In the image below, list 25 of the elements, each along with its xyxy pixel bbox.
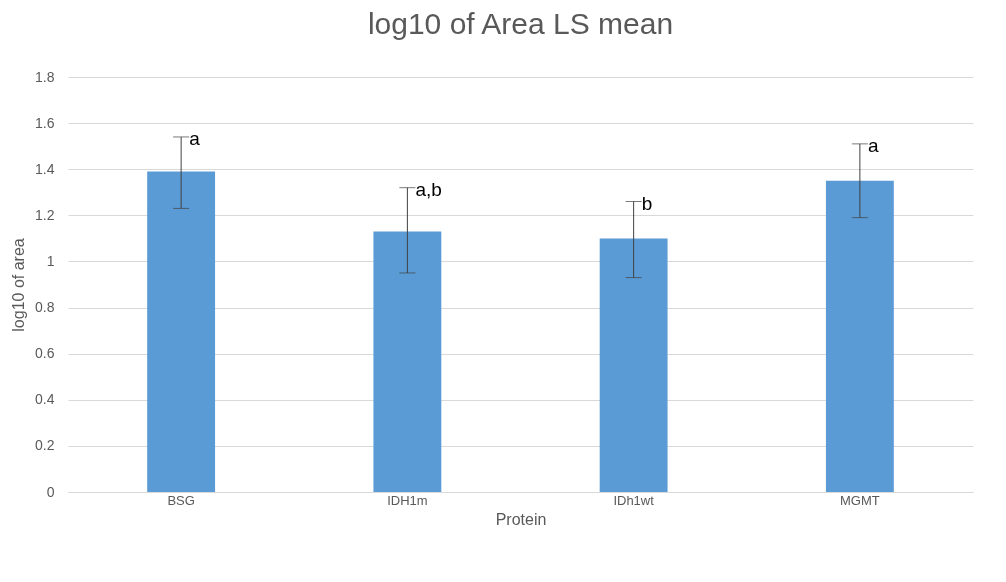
y-tick-label: 0	[46, 483, 55, 500]
y-tick-label: 0.6	[35, 345, 55, 362]
y-tick-label: 0.4	[35, 391, 55, 408]
x-tick-label: MGMT	[840, 492, 880, 508]
bar	[825, 180, 894, 492]
y-tick-label: 1.8	[35, 68, 55, 85]
annotation: a	[867, 134, 879, 156]
chart-title: log10 of Area LS mean	[367, 7, 674, 40]
annotation: b	[641, 192, 653, 214]
y-tick-label: 0.8	[35, 299, 55, 316]
annotation: a,b	[415, 178, 442, 200]
x-tick-label: BSG	[167, 492, 195, 508]
y-tick-label: 1	[46, 252, 55, 269]
annotation: a	[189, 127, 201, 149]
x-tick-label: IDH1m	[387, 492, 428, 508]
bar	[599, 238, 668, 492]
y-tick-label: 1.4	[35, 160, 55, 177]
y-axis-title: log10 of area	[10, 238, 28, 332]
y-tick-label: 1.6	[35, 114, 55, 131]
y-tick-label: 0.2	[35, 437, 55, 454]
bar	[373, 231, 442, 492]
bar	[147, 171, 216, 492]
y-tick-label: 1.2	[35, 206, 55, 223]
x-tick-label: IDh1wt	[613, 492, 655, 508]
x-axis-title: Protein	[495, 510, 547, 528]
